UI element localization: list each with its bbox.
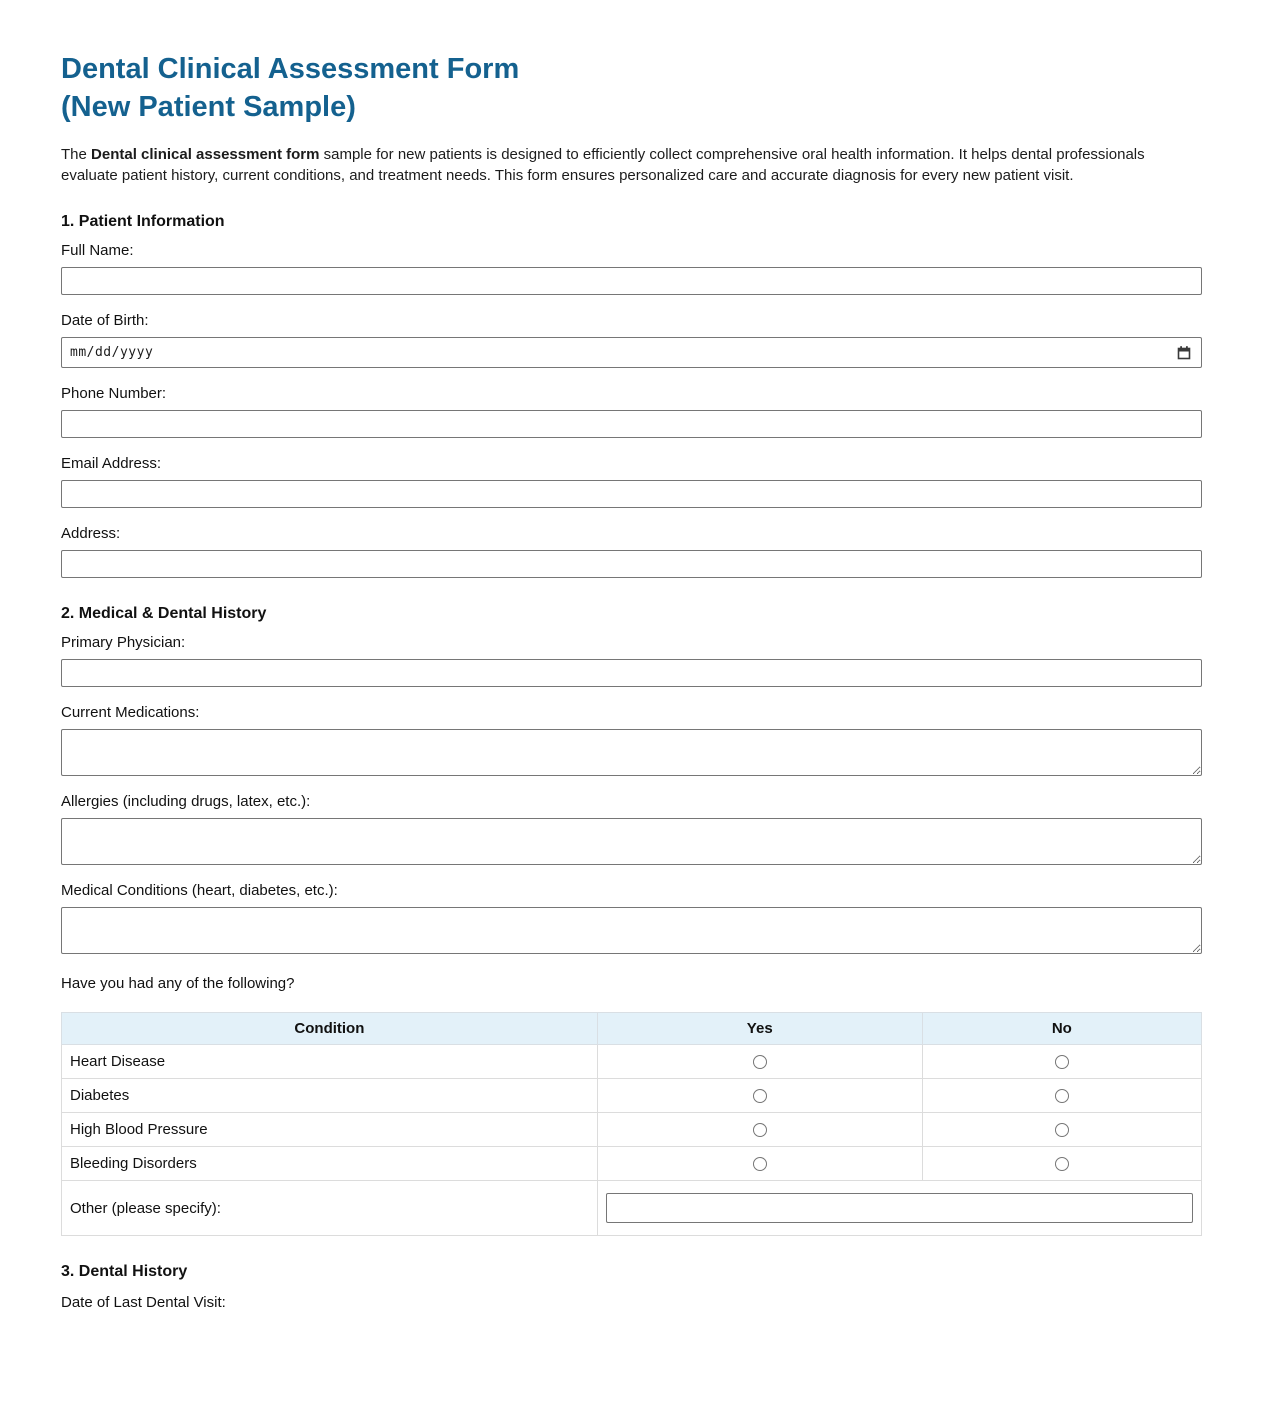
table-row-diabetes: Diabetes xyxy=(61,1078,1203,1113)
date-of-birth-field: Date of Birth: mm/dd/yyyy xyxy=(61,311,1202,368)
condition-label: Diabetes xyxy=(61,1078,598,1113)
high-blood-pressure-no-radio[interactable] xyxy=(1054,1123,1069,1138)
heart-disease-no-radio[interactable] xyxy=(1054,1055,1069,1070)
form-page: Dental Clinical Assessment Form (New Pati… xyxy=(61,50,1203,1312)
high-blood-pressure-yes-radio[interactable] xyxy=(752,1123,767,1138)
email-address-field: Email Address: xyxy=(61,454,1202,508)
email-address-label: Email Address: xyxy=(61,455,162,472)
no-cell xyxy=(921,1112,1203,1147)
table-row-heart-disease: Heart Disease xyxy=(61,1044,1203,1079)
section-2-heading: 2. Medical & Dental History xyxy=(61,605,267,622)
no-cell xyxy=(921,1146,1203,1181)
address-input[interactable] xyxy=(61,550,1202,578)
medical-conditions-label: Medical Conditions (heart, diabetes, etc… xyxy=(61,882,338,899)
table-header-row: Condition Yes No xyxy=(61,1012,1203,1045)
section-3-heading: 3. Dental History xyxy=(61,1263,188,1280)
page-title-line2: (New Patient Sample) xyxy=(61,91,356,123)
full-name-label: Full Name: xyxy=(61,242,134,259)
full-name-input[interactable] xyxy=(61,267,1202,295)
table-row-high-blood-pressure: High Blood Pressure xyxy=(61,1112,1203,1147)
yes-cell xyxy=(596,1044,923,1079)
current-medications-label: Current Medications: xyxy=(61,704,200,721)
intro-paragraph: The Dental clinical assessment form samp… xyxy=(61,144,1202,186)
column-header-yes: Yes xyxy=(596,1012,923,1045)
yes-cell xyxy=(596,1078,923,1113)
condition-label: Bleeding Disorders xyxy=(61,1146,598,1181)
no-cell xyxy=(921,1078,1203,1113)
phone-number-label: Phone Number: xyxy=(61,385,167,402)
heart-disease-yes-radio[interactable] xyxy=(752,1055,767,1070)
bleeding-disorders-yes-radio[interactable] xyxy=(752,1157,767,1172)
yes-cell xyxy=(596,1146,923,1181)
date-of-birth-label: Date of Birth: xyxy=(61,312,149,329)
primary-physician-input[interactable] xyxy=(61,659,1202,687)
section-1-heading: 1. Patient Information xyxy=(61,213,225,230)
intro-bold: Dental clinical assessment form xyxy=(91,146,320,163)
intro-rest: sample for new patients is designed to e… xyxy=(61,146,1145,184)
no-cell xyxy=(921,1044,1203,1079)
conditions-table: Condition Yes No Heart Disease Diabetes xyxy=(61,1012,1203,1236)
condition-label: High Blood Pressure xyxy=(61,1112,598,1147)
current-medications-textarea[interactable] xyxy=(61,729,1202,776)
intro-lead: The xyxy=(61,146,92,163)
email-address-input[interactable] xyxy=(61,480,1202,508)
full-name-field: Full Name: xyxy=(61,241,1202,295)
section-medical-dental-history: 2. Medical & Dental History Primary Phys… xyxy=(61,604,1203,1236)
column-header-no: No xyxy=(921,1012,1203,1045)
page-title: Dental Clinical Assessment Form (New Pati… xyxy=(61,50,1202,126)
conditions-question: Have you had any of the following? xyxy=(61,975,295,992)
other-specify-input[interactable] xyxy=(605,1193,1193,1223)
section-dental-history: 3. Dental History Date of Last Dental Vi… xyxy=(61,1262,1202,1312)
condition-label: Heart Disease xyxy=(61,1044,598,1079)
address-field: Address: xyxy=(61,524,1202,578)
calendar-icon[interactable] xyxy=(1176,345,1192,361)
bleeding-disorders-no-radio[interactable] xyxy=(1054,1157,1069,1172)
allergies-textarea[interactable] xyxy=(61,818,1202,865)
current-medications-field: Current Medications: xyxy=(61,703,1202,776)
diabetes-no-radio[interactable] xyxy=(1054,1089,1069,1104)
page-title-line1: Dental Clinical Assessment Form xyxy=(61,53,520,85)
column-header-condition: Condition xyxy=(61,1012,598,1045)
primary-physician-field: Primary Physician: xyxy=(61,633,1202,687)
date-of-birth-input[interactable]: mm/dd/yyyy xyxy=(61,337,1202,368)
yes-cell xyxy=(596,1112,923,1147)
allergies-field: Allergies (including drugs, latex, etc.)… xyxy=(61,792,1202,865)
medical-conditions-textarea[interactable] xyxy=(61,907,1202,954)
diabetes-yes-radio[interactable] xyxy=(752,1089,767,1104)
section-patient-information: 1. Patient Information Full Name: Date o… xyxy=(61,212,1202,578)
primary-physician-label: Primary Physician: xyxy=(61,634,186,651)
date-placeholder: mm/dd/yyyy xyxy=(70,345,154,360)
allergies-label: Allergies (including drugs, latex, etc.)… xyxy=(61,793,311,810)
other-label: Other (please specify): xyxy=(61,1180,598,1236)
last-dental-visit-label: Date of Last Dental Visit: xyxy=(61,1294,226,1311)
medical-conditions-field: Medical Conditions (heart, diabetes, etc… xyxy=(61,881,1202,954)
table-row-other: Other (please specify): xyxy=(61,1180,1203,1236)
table-row-bleeding-disorders: Bleeding Disorders xyxy=(61,1146,1203,1181)
phone-number-field: Phone Number: xyxy=(61,384,1202,438)
phone-number-input[interactable] xyxy=(61,410,1202,438)
address-label: Address: xyxy=(61,525,121,542)
other-input-cell xyxy=(596,1180,1203,1236)
